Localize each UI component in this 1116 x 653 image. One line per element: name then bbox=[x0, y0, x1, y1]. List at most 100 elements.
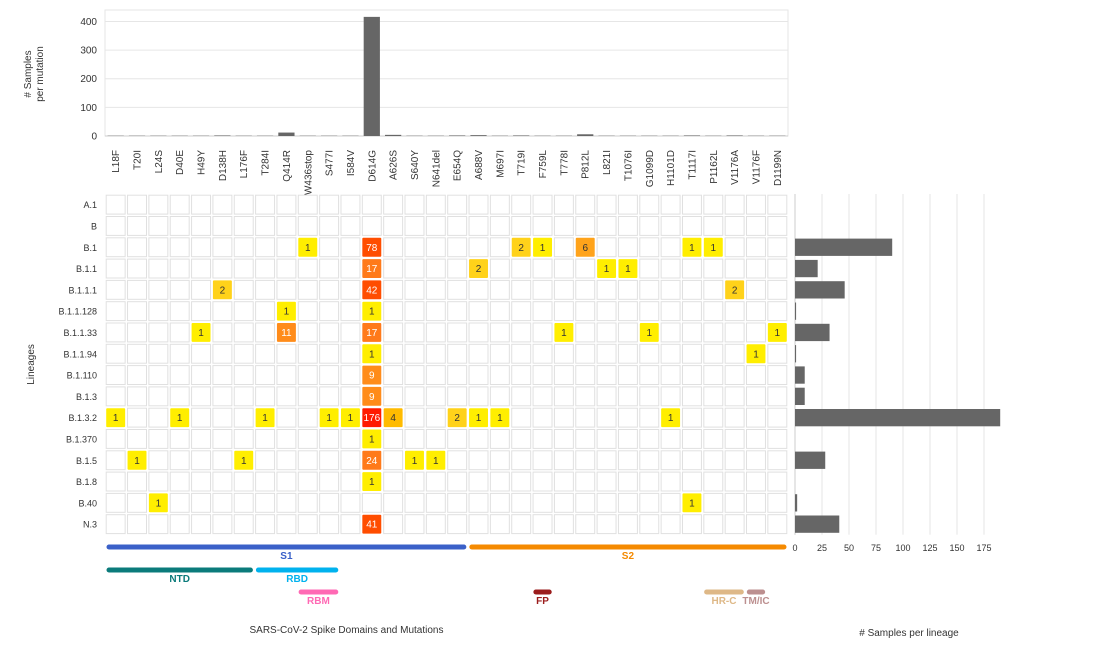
heatmap-empty-cell bbox=[298, 493, 317, 512]
heatmap-empty-cell bbox=[725, 238, 744, 257]
mutation-tick-label: G1099D bbox=[645, 150, 656, 187]
heatmap-empty-cell bbox=[256, 387, 275, 406]
heatmap-empty-cell bbox=[149, 515, 168, 534]
heatmap-empty-cell bbox=[448, 217, 467, 236]
heatmap-empty-cell bbox=[682, 366, 701, 385]
heatmap-cell-label: 1 bbox=[134, 456, 140, 467]
heatmap-empty-cell bbox=[533, 493, 552, 512]
heatmap-empty-cell bbox=[597, 430, 616, 449]
heatmap-empty-cell bbox=[384, 344, 403, 363]
mutation-tick-label: T719I bbox=[517, 150, 528, 176]
heatmap-empty-cell bbox=[469, 238, 488, 257]
heatmap-empty-cell bbox=[640, 451, 659, 470]
heatmap-empty-cell bbox=[426, 472, 445, 491]
heatmap-empty-cell bbox=[234, 195, 253, 214]
heatmap-empty-cell bbox=[597, 217, 616, 236]
heatmap-empty-cell bbox=[554, 408, 573, 427]
heatmap-empty-cell bbox=[725, 408, 744, 427]
heatmap-empty-cell bbox=[149, 387, 168, 406]
heatmap-cell-label: 1 bbox=[369, 307, 375, 318]
heatmap-empty-cell bbox=[213, 451, 232, 470]
heatmap-empty-cell bbox=[170, 451, 189, 470]
heatmap-cell-label: 1 bbox=[540, 243, 546, 254]
heatmap-empty-cell bbox=[298, 515, 317, 534]
heatmap-empty-cell bbox=[448, 451, 467, 470]
mutation-tick-label: L821I bbox=[602, 150, 613, 175]
heatmap-cell-label: 41 bbox=[366, 520, 378, 531]
heatmap-empty-cell bbox=[661, 387, 680, 406]
heatmap-empty-cell bbox=[640, 302, 659, 321]
heatmap-empty-cell bbox=[341, 323, 360, 342]
heatmap-cell-label: 1 bbox=[625, 264, 631, 275]
heatmap-empty-cell bbox=[469, 366, 488, 385]
heatmap-empty-cell bbox=[682, 323, 701, 342]
heatmap-empty-cell bbox=[149, 430, 168, 449]
heatmap-empty-cell bbox=[554, 344, 573, 363]
heatmap-empty-cell bbox=[277, 472, 296, 491]
heatmap-empty-cell bbox=[469, 217, 488, 236]
heatmap-empty-cell bbox=[554, 515, 573, 534]
heatmap-empty-cell bbox=[490, 302, 509, 321]
heatmap-empty-cell bbox=[747, 323, 766, 342]
heatmap-empty-cell bbox=[298, 430, 317, 449]
heatmap-empty-cell bbox=[682, 195, 701, 214]
heatmap-empty-cell bbox=[106, 238, 125, 257]
heatmap-empty-cell bbox=[554, 493, 573, 512]
heatmap-empty-cell bbox=[725, 472, 744, 491]
heatmap-empty-cell bbox=[149, 238, 168, 257]
mutation-tick-label: A626S bbox=[389, 150, 400, 180]
heatmap-empty-cell bbox=[426, 259, 445, 278]
lineage-tick-label: B.40 bbox=[78, 498, 97, 508]
heatmap-empty-cell bbox=[384, 366, 403, 385]
heatmap-empty-cell bbox=[682, 387, 701, 406]
heatmap-empty-cell bbox=[128, 366, 147, 385]
heatmap-empty-cell bbox=[213, 259, 232, 278]
heatmap-empty-cell bbox=[128, 408, 147, 427]
heatmap-empty-cell bbox=[234, 387, 253, 406]
heatmap-empty-cell bbox=[341, 451, 360, 470]
heatmap-empty-cell bbox=[576, 217, 595, 236]
heatmap-empty-cell bbox=[618, 472, 637, 491]
lineage-bar-b-1-1-1 bbox=[795, 281, 845, 298]
heatmap-empty-cell bbox=[405, 238, 424, 257]
heatmap-empty-cell bbox=[277, 238, 296, 257]
heatmap-empty-cell bbox=[234, 302, 253, 321]
top-y-tick-label: 0 bbox=[91, 132, 97, 143]
heatmap-empty-cell bbox=[213, 387, 232, 406]
heatmap-empty-cell bbox=[384, 238, 403, 257]
heatmap-empty-cell bbox=[298, 217, 317, 236]
heatmap-empty-cell bbox=[682, 302, 701, 321]
heatmap-empty-cell bbox=[384, 302, 403, 321]
side-x-axis-label: # Samples per lineage bbox=[859, 628, 959, 639]
heatmap-empty-cell bbox=[170, 259, 189, 278]
heatmap-empty-cell bbox=[213, 302, 232, 321]
heatmap-empty-cell bbox=[661, 323, 680, 342]
heatmap-empty-cell bbox=[341, 472, 360, 491]
side-x-tick-label: 75 bbox=[871, 543, 881, 553]
heatmap-empty-cell bbox=[448, 515, 467, 534]
heatmap-empty-cell bbox=[277, 408, 296, 427]
heatmap-cell-label: 1 bbox=[561, 328, 567, 339]
heatmap-empty-cell bbox=[106, 387, 125, 406]
heatmap-empty-cell bbox=[128, 430, 147, 449]
heatmap-empty-cell bbox=[469, 195, 488, 214]
domain-label-s2: S2 bbox=[622, 551, 635, 562]
mutation-tick-label: A688V bbox=[474, 150, 485, 180]
heatmap-empty-cell bbox=[661, 280, 680, 299]
mutation-tick-label: D138H bbox=[218, 150, 229, 181]
heatmap-empty-cell bbox=[661, 451, 680, 470]
heatmap-cell-label: 42 bbox=[366, 285, 378, 296]
domain-label-ntd: NTD bbox=[169, 574, 190, 585]
heatmap-empty-cell bbox=[747, 472, 766, 491]
heatmap-empty-cell bbox=[725, 195, 744, 214]
lineage-tick-label: B.1.1.33 bbox=[63, 328, 97, 338]
lineage-tick-label: B bbox=[91, 221, 97, 231]
heatmap-empty-cell bbox=[192, 238, 211, 257]
heatmap-empty-cell bbox=[128, 302, 147, 321]
heatmap-empty-cell bbox=[661, 493, 680, 512]
heatmap-empty-cell bbox=[149, 259, 168, 278]
heatmap-empty-cell bbox=[640, 280, 659, 299]
mutation-tick-label: S640Y bbox=[410, 150, 421, 180]
heatmap-empty-cell bbox=[704, 195, 723, 214]
heatmap-empty-cell bbox=[320, 366, 339, 385]
